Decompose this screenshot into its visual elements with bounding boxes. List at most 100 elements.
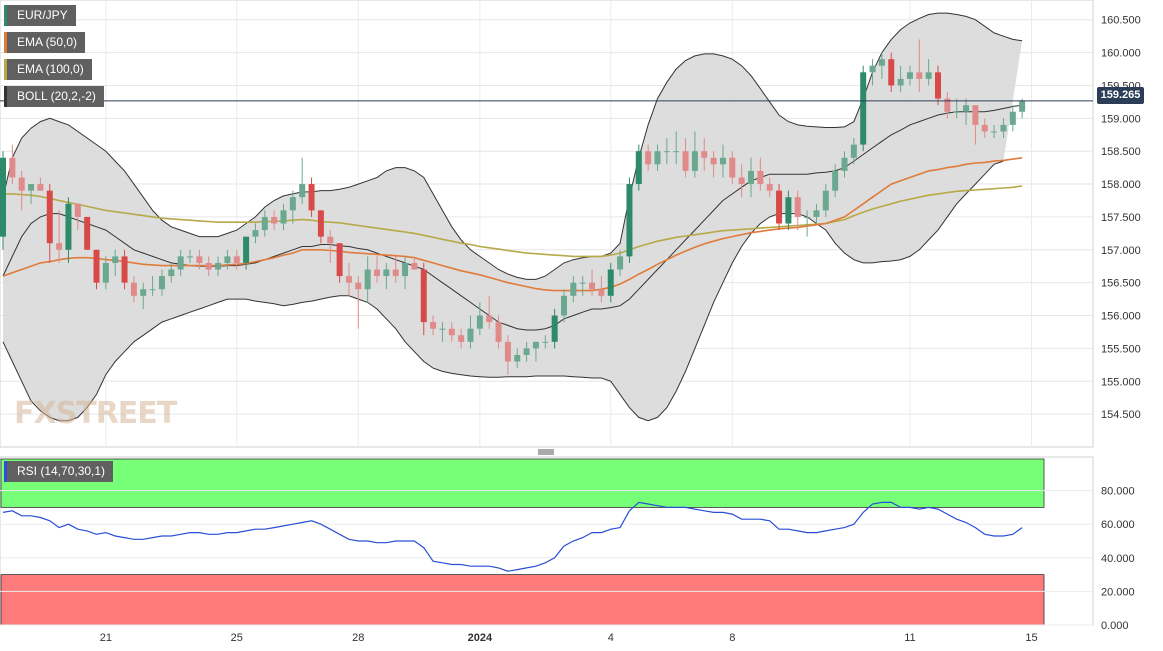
candle[interactable] (411, 256, 418, 270)
candle[interactable] (710, 151, 717, 178)
candle[interactable] (925, 59, 932, 86)
candle[interactable] (635, 144, 642, 191)
candle[interactable] (645, 144, 652, 171)
candle[interactable] (355, 276, 362, 329)
candle[interactable] (243, 236, 250, 270)
candle[interactable] (916, 39, 923, 93)
candle[interactable] (551, 308, 558, 349)
candle[interactable] (252, 223, 259, 244)
candle[interactable] (906, 65, 913, 86)
candle[interactable] (981, 118, 988, 139)
candle[interactable] (953, 98, 960, 119)
candle[interactable] (617, 249, 624, 277)
candle[interactable] (935, 65, 941, 106)
candle[interactable] (663, 138, 670, 165)
candle[interactable] (467, 315, 474, 349)
candle[interactable] (495, 315, 502, 349)
candle[interactable] (822, 184, 829, 217)
candle[interactable] (46, 184, 53, 263)
candle[interactable] (149, 276, 156, 296)
candle[interactable] (168, 262, 175, 283)
candle[interactable] (804, 210, 811, 237)
candle[interactable] (991, 124, 998, 139)
candle[interactable] (93, 249, 100, 290)
legend-boll[interactable]: BOLL (20,2,-2) (4, 86, 104, 107)
candle[interactable] (233, 249, 240, 270)
candle[interactable] (308, 177, 315, 217)
candle[interactable] (944, 92, 951, 119)
candle[interactable] (327, 230, 334, 263)
legend-ema100[interactable]: EMA (100,0) (4, 59, 92, 80)
candle[interactable] (0, 151, 6, 250)
candle[interactable] (963, 98, 970, 125)
candle[interactable] (420, 262, 427, 336)
candle[interactable] (888, 52, 895, 93)
candle[interactable] (626, 177, 633, 263)
candle[interactable] (850, 138, 857, 165)
candle[interactable] (532, 341, 539, 362)
candle[interactable] (776, 184, 783, 231)
candle[interactable] (729, 151, 736, 185)
candle[interactable] (682, 138, 689, 178)
candle[interactable] (74, 203, 81, 231)
candle[interactable] (196, 249, 203, 270)
candle[interactable] (289, 190, 296, 224)
candle[interactable] (673, 131, 680, 165)
candle[interactable] (56, 210, 63, 263)
candle[interactable] (112, 249, 119, 277)
candle[interactable] (364, 256, 371, 303)
candle[interactable] (570, 276, 577, 303)
candle[interactable] (383, 262, 390, 290)
candle[interactable] (430, 315, 437, 336)
candle[interactable] (140, 282, 147, 309)
candle[interactable] (271, 210, 278, 231)
panel-resize-handle[interactable] (538, 449, 554, 455)
candle[interactable] (476, 302, 483, 336)
candle[interactable] (299, 157, 306, 204)
candle[interactable] (458, 328, 465, 349)
candle[interactable] (579, 276, 586, 296)
candle[interactable] (336, 243, 343, 283)
candle[interactable] (766, 177, 773, 198)
candle[interactable] (177, 249, 184, 277)
candle[interactable] (1019, 98, 1026, 119)
candle[interactable] (28, 184, 35, 204)
candle[interactable] (1000, 118, 1007, 139)
candle[interactable] (205, 256, 212, 277)
candle[interactable] (158, 269, 165, 296)
candle[interactable] (374, 256, 380, 283)
candle[interactable] (448, 322, 455, 342)
candle[interactable] (121, 249, 128, 290)
candle[interactable] (345, 262, 352, 296)
candle[interactable] (187, 249, 193, 263)
candle[interactable] (654, 144, 661, 171)
candle[interactable] (130, 276, 137, 303)
candle[interactable] (402, 256, 409, 290)
candle[interactable] (261, 210, 268, 237)
candle[interactable] (561, 289, 567, 323)
candle[interactable] (84, 216, 91, 250)
legend-rsi[interactable]: RSI (14,70,30,1) (4, 461, 114, 482)
candle[interactable] (542, 335, 549, 349)
candle[interactable] (738, 164, 745, 198)
candle[interactable] (748, 157, 754, 198)
candle[interactable] (589, 269, 596, 296)
candle[interactable] (439, 322, 446, 342)
candle[interactable] (37, 177, 44, 191)
legend-symbol[interactable]: EUR/JPY (4, 5, 76, 26)
candle[interactable] (224, 249, 231, 270)
candle[interactable] (794, 190, 801, 231)
candle[interactable] (757, 157, 764, 191)
candle[interactable] (9, 144, 16, 185)
candle[interactable] (869, 59, 876, 86)
candle[interactable] (102, 256, 109, 290)
candle[interactable] (813, 203, 820, 224)
candle[interactable] (841, 151, 848, 178)
candle[interactable] (215, 256, 222, 277)
candle[interactable] (832, 164, 839, 198)
candle[interactable] (280, 203, 287, 231)
candle[interactable] (607, 262, 614, 303)
candle[interactable] (972, 105, 979, 145)
candle[interactable] (719, 144, 726, 178)
candle[interactable] (392, 256, 399, 283)
